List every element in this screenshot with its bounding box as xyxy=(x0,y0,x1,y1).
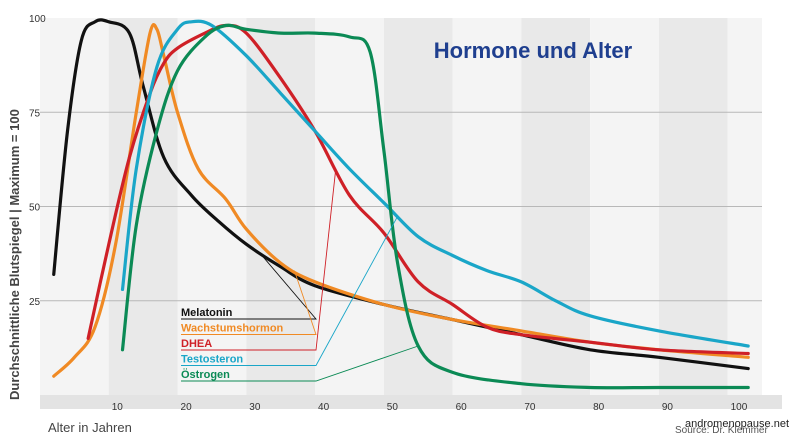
legend-label-wachstumshormon: Wachstumshormon xyxy=(181,323,284,335)
x-tick-70: 70 xyxy=(524,402,536,413)
x-tick-100: 100 xyxy=(731,402,748,413)
source-note: Source: Dr. Klemmer xyxy=(675,425,768,436)
x-tick-20: 20 xyxy=(181,402,193,413)
y-axis-label: Durchschnittliche Blutspiegel | Maximum … xyxy=(7,109,22,400)
x-tick-80: 80 xyxy=(593,402,605,413)
leader-line-dhea xyxy=(181,169,337,351)
legend-label-testosteron: Testosteron xyxy=(181,354,243,366)
series-lines xyxy=(52,18,750,390)
x-tick-10: 10 xyxy=(112,402,124,413)
x-tick-60: 60 xyxy=(456,402,468,413)
series-line-oestrogen xyxy=(120,23,750,390)
legend-label-melatonin: Melatonin xyxy=(181,307,233,319)
leader-line-wachstumshormon xyxy=(181,270,317,335)
legend-label-oestrogen: Östrogen xyxy=(181,368,230,381)
x-axis-label: Alter in Jahren xyxy=(48,420,132,435)
x-tick-30: 30 xyxy=(249,402,261,413)
x-axis-ticks: 10 20 30 40 50 60 70 80 90 100 xyxy=(112,402,748,413)
y-tick-75: 75 xyxy=(29,108,41,119)
leader-line-oestrogen xyxy=(181,345,419,382)
legend-leader-lines xyxy=(181,169,419,382)
x-tick-40: 40 xyxy=(318,402,330,413)
watermark: andromenopause.net xyxy=(685,418,789,430)
x-tick-90: 90 xyxy=(662,402,674,413)
horizontal-gridlines xyxy=(40,111,762,302)
leader-line-testosteron xyxy=(181,216,398,366)
y-tick-25: 25 xyxy=(29,297,41,308)
x-axis-strip xyxy=(40,395,782,409)
legend: Melatonin Wachstumshormon DHEA Testosteron Ö… xyxy=(181,307,284,381)
series-line-testosteron xyxy=(120,19,750,348)
y-axis-ticks: 25 50 75 100 xyxy=(29,14,46,308)
series-line-wachstumshormon xyxy=(52,23,750,378)
y-tick-100: 100 xyxy=(29,14,46,25)
y-tick-50: 50 xyxy=(29,203,41,214)
leader-line-melatonin xyxy=(181,252,317,320)
legend-label-dhea: DHEA xyxy=(181,338,212,350)
chart-title: Hormone und Alter xyxy=(434,38,633,63)
x-tick-50: 50 xyxy=(387,402,399,413)
